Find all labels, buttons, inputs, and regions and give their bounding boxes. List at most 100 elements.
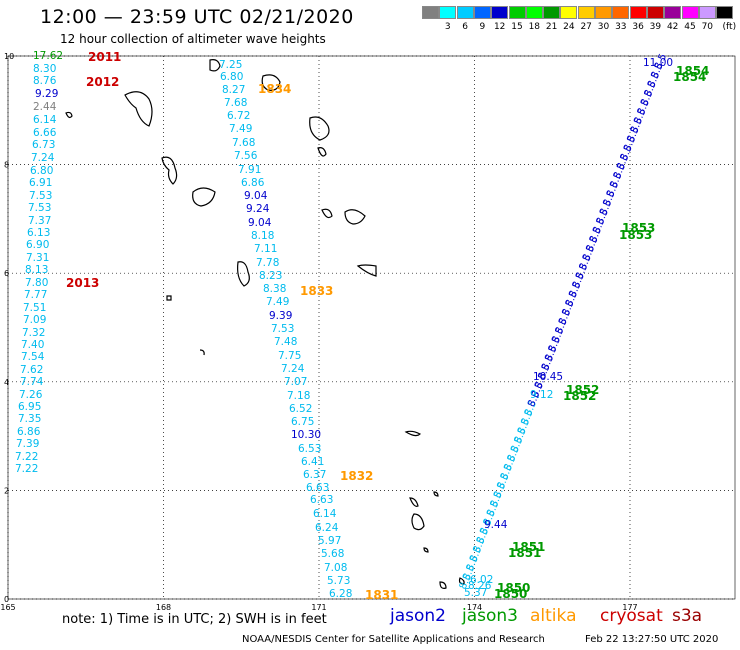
scale-swatch xyxy=(491,6,509,19)
wave-height-value: 7.68 xyxy=(224,97,247,109)
scale-label: (ft) xyxy=(722,22,737,32)
island-outline xyxy=(321,208,333,219)
generated-timestamp: Feb 22 13:27:50 UTC 2020 xyxy=(585,634,719,645)
scale-label: 30 xyxy=(597,22,610,32)
plot-border xyxy=(7,55,736,600)
wave-height-value: 9.04 xyxy=(248,217,272,229)
wave-height-value: 6.63 xyxy=(306,482,329,494)
wave-height-value: 6.86 xyxy=(17,426,41,438)
legend-cryosat: cryosat xyxy=(600,606,663,626)
wave-height-value: 7.24 xyxy=(31,152,55,164)
pass-time-label: 1831 xyxy=(365,588,398,602)
scale-label: 42 xyxy=(666,22,679,32)
wave-height-value: 6.80 xyxy=(30,165,53,177)
wave-height-value: 7.68 xyxy=(232,137,255,149)
scale-swatch xyxy=(508,6,526,19)
wave-height-value: 9.39 xyxy=(269,310,292,322)
legend-altika: altika xyxy=(530,606,577,626)
scale-swatch xyxy=(681,6,699,19)
island-outline xyxy=(261,74,281,91)
scale-label: 39 xyxy=(649,22,662,32)
pass-time-label: 2011 xyxy=(88,50,121,64)
pass-time-label: 1852 xyxy=(563,389,596,403)
wave-height-value: 6.28 xyxy=(329,588,352,600)
wave-height-value: 7.25 xyxy=(219,59,242,71)
wave-height-value: 7.22 xyxy=(15,451,38,463)
island-outline xyxy=(317,147,327,157)
wave-height-value: 7.11 xyxy=(254,243,277,255)
x-tick-label: 174 xyxy=(467,603,482,612)
wave-height-value: 17.62 xyxy=(33,50,63,62)
scale-swatch xyxy=(456,6,474,19)
pass-time-label: 1850 xyxy=(497,581,530,595)
track-labels: 17.628.308.769.292.446.146.666.737.246.8… xyxy=(15,50,709,602)
island-outline xyxy=(237,261,250,287)
scale-swatch xyxy=(716,6,734,19)
y-tick-label: 0 xyxy=(4,595,9,604)
y-tick-label: 10 xyxy=(4,52,14,61)
scale-label: 18 xyxy=(528,22,541,32)
scale-label: 6 xyxy=(462,22,468,32)
wave-height-value: 7.53 xyxy=(29,190,52,202)
y-tick-label: 4 xyxy=(4,378,9,387)
wave-height-value: 8.13 xyxy=(25,264,48,276)
wave-height-value: 10.30 xyxy=(291,429,321,441)
scale-label: 3 xyxy=(444,22,451,32)
wave-height-value: 9.29 xyxy=(35,88,58,100)
wave-height-value: 6.24 xyxy=(315,522,339,534)
wave-height-value: 5.68 xyxy=(321,548,344,560)
wave-height-value: 7.35 xyxy=(18,413,41,425)
wave-height-value: 8.27 xyxy=(222,84,245,96)
wave-height-value: 6.53 xyxy=(298,443,321,455)
pass-time-label: 1853 xyxy=(622,221,655,235)
wave-height-value: 7.18 xyxy=(287,390,310,402)
scale-swatch xyxy=(560,6,578,19)
island-outline xyxy=(344,209,366,225)
wave-height-value: 7.53 xyxy=(28,202,51,214)
island-outline xyxy=(458,577,465,585)
island-outline xyxy=(192,187,216,207)
wave-height-value: 7.75 xyxy=(278,350,301,362)
island-outline xyxy=(411,513,425,531)
scale-swatch xyxy=(525,6,543,19)
wave-height-value: 7.62 xyxy=(20,364,43,376)
scale-label: 24 xyxy=(563,22,575,32)
wave-height-value: 6.13 xyxy=(27,227,50,239)
wave-height-value: 6.75 xyxy=(291,416,314,428)
pass-time-label: 1853 xyxy=(619,228,652,242)
scale-label: 70 xyxy=(701,22,714,32)
pass-time-label: 2013 xyxy=(66,276,99,290)
island-outline xyxy=(161,156,178,185)
scale-swatch xyxy=(422,6,439,19)
wave-height-value: 6.73 xyxy=(32,139,55,151)
pass-time-label: 1851 xyxy=(512,540,545,554)
scale-label: 33 xyxy=(615,22,627,32)
island-outline xyxy=(356,264,377,277)
wave-height-value: 7.09 xyxy=(23,314,46,326)
island-outlines xyxy=(65,59,465,589)
island-outline xyxy=(166,295,172,301)
scale-label: 9 xyxy=(479,22,486,32)
wave-height-value: 6.41 xyxy=(301,456,324,468)
wave-height-value: 9.44 xyxy=(484,519,508,531)
wave-height-value: 8.30 xyxy=(33,63,56,75)
wave-height-value: 5.73 xyxy=(327,575,350,587)
wave-height-value: 7.22 xyxy=(15,463,38,475)
wave-height-value: 6.14 xyxy=(33,114,57,126)
wave-height-value: 8.38 xyxy=(263,283,286,295)
scale-label: 21 xyxy=(545,22,558,32)
wave-height-value: 9.12 xyxy=(530,389,553,401)
island-outline xyxy=(439,581,447,589)
pass-time-label: 1852 xyxy=(566,383,599,397)
wave-height-value: 7.80 xyxy=(25,277,48,289)
wave-height-value: 7.07 xyxy=(284,376,307,388)
island-outline xyxy=(404,430,422,437)
wave-height-value: 7.91 xyxy=(238,164,261,176)
island-outline xyxy=(433,491,439,497)
wave-height-value: 6.90 xyxy=(26,239,49,251)
wave-height-value: 7.78 xyxy=(256,257,279,269)
scale-swatch xyxy=(439,6,457,19)
wave-height-value: 11.00 xyxy=(643,57,673,69)
map-title: 12:00 — 23:59 UTC 02/21/2020 xyxy=(40,6,354,28)
scale-swatch xyxy=(473,6,491,19)
